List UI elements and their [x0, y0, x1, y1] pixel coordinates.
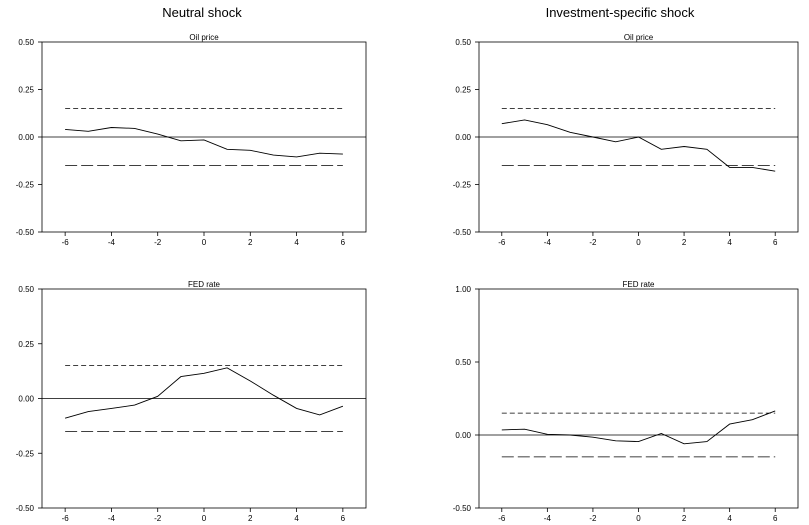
- oil-price-investment-xtick-label: 4: [727, 238, 732, 247]
- fed-rate-neutral-xtick-label: -6: [62, 514, 70, 523]
- fed-rate-investment-series-line: [501, 410, 776, 445]
- oil-price-investment-xtick-label: -6: [498, 238, 506, 247]
- fed-rate-investment-xtick-label: 0: [636, 514, 641, 523]
- oil-price-investment-title: Oil price: [624, 33, 654, 42]
- fed-rate-investment-xtick-label: -6: [498, 514, 506, 523]
- fed-rate-investment-ytick-label: -0.50: [453, 504, 472, 513]
- fed-rate-neutral-xtick-label: -4: [108, 514, 116, 523]
- oil-price-neutral-ytick-label: -0.25: [16, 181, 35, 190]
- fed-rate-neutral-title: FED rate: [188, 280, 221, 289]
- chart-panels: Oil price -0.50 -0.25 0.00 0.25 0.50 -6 -4 -2 0 2 4…: [16, 33, 799, 523]
- oil-price-investment-ytick-label: 0.25: [455, 86, 471, 95]
- panel-oil-price-investment: Oil price -0.50 -0.25 0.00 0.25 0.50 -6 -4 -2 0 2 4…: [453, 33, 799, 247]
- oil-price-neutral-xtick-label: 6: [341, 238, 346, 247]
- fed-rate-investment-ytick-label: 0.00: [455, 431, 471, 440]
- oil-price-investment-xtick-label: -2: [589, 238, 597, 247]
- fed-rate-investment-xtick-label: 2: [682, 514, 687, 523]
- panel-fed-rate-neutral: FED rate -0.50 -0.25 0.00 0.25 0.50 -6 -4 -2 0 2 4 6: [16, 280, 367, 523]
- oil-price-neutral-xtick-label: 0: [202, 238, 207, 247]
- fed-rate-neutral-ytick-label: 0.25: [18, 340, 34, 349]
- oil-price-investment-xtick-label: -4: [544, 238, 552, 247]
- oil-price-neutral-title: Oil price: [189, 33, 219, 42]
- oil-price-investment-ytick-label: 0.00: [455, 133, 471, 142]
- oil-price-neutral-ytick-label: -0.50: [16, 228, 35, 237]
- fed-rate-investment-ytick-label: 0.50: [455, 358, 471, 367]
- fed-rate-neutral-xtick-label: 2: [248, 514, 253, 523]
- oil-price-neutral-xtick-label: -2: [154, 238, 162, 247]
- column-title-neutral: Neutral shock: [162, 5, 242, 20]
- oil-price-investment-ytick-label: -0.50: [453, 228, 472, 237]
- oil-price-neutral-xtick-label: -4: [108, 238, 116, 247]
- oil-price-investment-series-line: [501, 119, 776, 172]
- fed-rate-neutral-xtick-label: 0: [202, 514, 207, 523]
- oil-price-neutral-ytick-label: 0.00: [18, 133, 34, 142]
- panel-oil-price-neutral: Oil price -0.50 -0.25 0.00 0.25 0.50 -6 -4 -2 0 2 4…: [16, 33, 367, 247]
- fed-rate-neutral-ytick-label: -0.25: [16, 449, 35, 458]
- oil-price-neutral-series-line: [65, 127, 343, 158]
- fed-rate-investment-xtick-label: 4: [727, 514, 732, 523]
- fed-rate-neutral-xtick-label: -2: [154, 514, 162, 523]
- oil-price-neutral-ytick-label: 0.50: [18, 38, 34, 47]
- fed-rate-investment-ytick-label: 1.00: [455, 285, 471, 294]
- oil-price-neutral-ytick-label: 0.25: [18, 86, 34, 95]
- fed-rate-investment-xtick-label: -2: [589, 514, 597, 523]
- fed-rate-neutral-xtick-label: 4: [294, 514, 299, 523]
- fed-rate-investment-xtick-label: -4: [544, 514, 552, 523]
- oil-price-neutral-xtick-label: 2: [248, 238, 253, 247]
- oil-price-neutral-xtick-label: 4: [294, 238, 299, 247]
- fed-rate-investment-title: FED rate: [622, 280, 655, 289]
- column-title-investment: Investment-specific shock: [546, 5, 695, 20]
- fed-rate-investment-frame: [478, 288, 799, 509]
- oil-price-investment-xtick-label: 0: [636, 238, 641, 247]
- panel-fed-rate-investment: FED rate -0.50 0.00 0.50 1.00 -6 -4 -2 0 2 4 6: [453, 280, 799, 523]
- fed-rate-neutral-ytick-label: 0.50: [18, 285, 34, 294]
- oil-price-investment-ytick-label: 0.50: [455, 38, 471, 47]
- fed-rate-investment-xtick-label: 6: [773, 514, 778, 523]
- oil-price-neutral-xtick-label: -6: [62, 238, 70, 247]
- oil-price-investment-ytick-label: -0.25: [453, 181, 472, 190]
- oil-price-investment-xtick-label: 2: [682, 238, 687, 247]
- fed-rate-neutral-series-line: [64, 367, 344, 419]
- oil-price-investment-xtick-label: 6: [773, 238, 778, 247]
- fed-rate-neutral-ytick-label: -0.50: [16, 504, 35, 513]
- fed-rate-neutral-ytick-label: 0.00: [18, 395, 34, 404]
- fed-rate-neutral-xtick-label: 6: [341, 514, 346, 523]
